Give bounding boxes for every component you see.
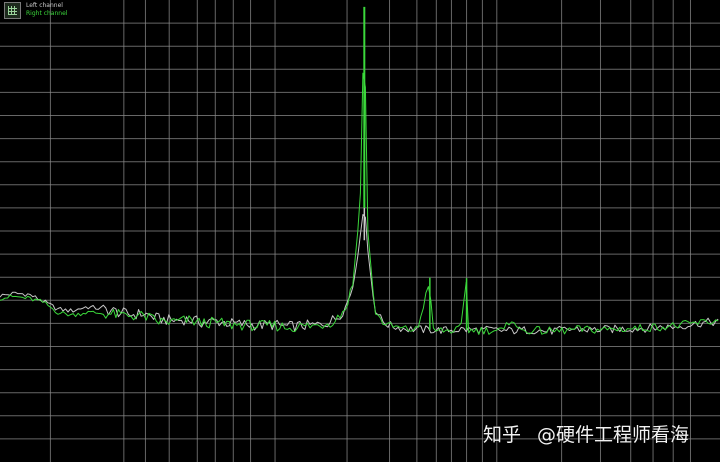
watermark: 知乎 @硬件工程师看海: [483, 418, 691, 448]
series-layer: [0, 6, 719, 335]
watermark-brand: 知乎: [483, 423, 522, 446]
legend-item-left-channel: Left channel: [26, 2, 63, 9]
legend-item-right-channel: Right channel: [26, 10, 68, 17]
series-line-left-channel: [0, 214, 719, 335]
grid-toggle-icon[interactable]: [4, 2, 21, 19]
watermark-author: @硬件工程师看海: [537, 423, 690, 446]
series-line-right-channel: [0, 72, 719, 335]
